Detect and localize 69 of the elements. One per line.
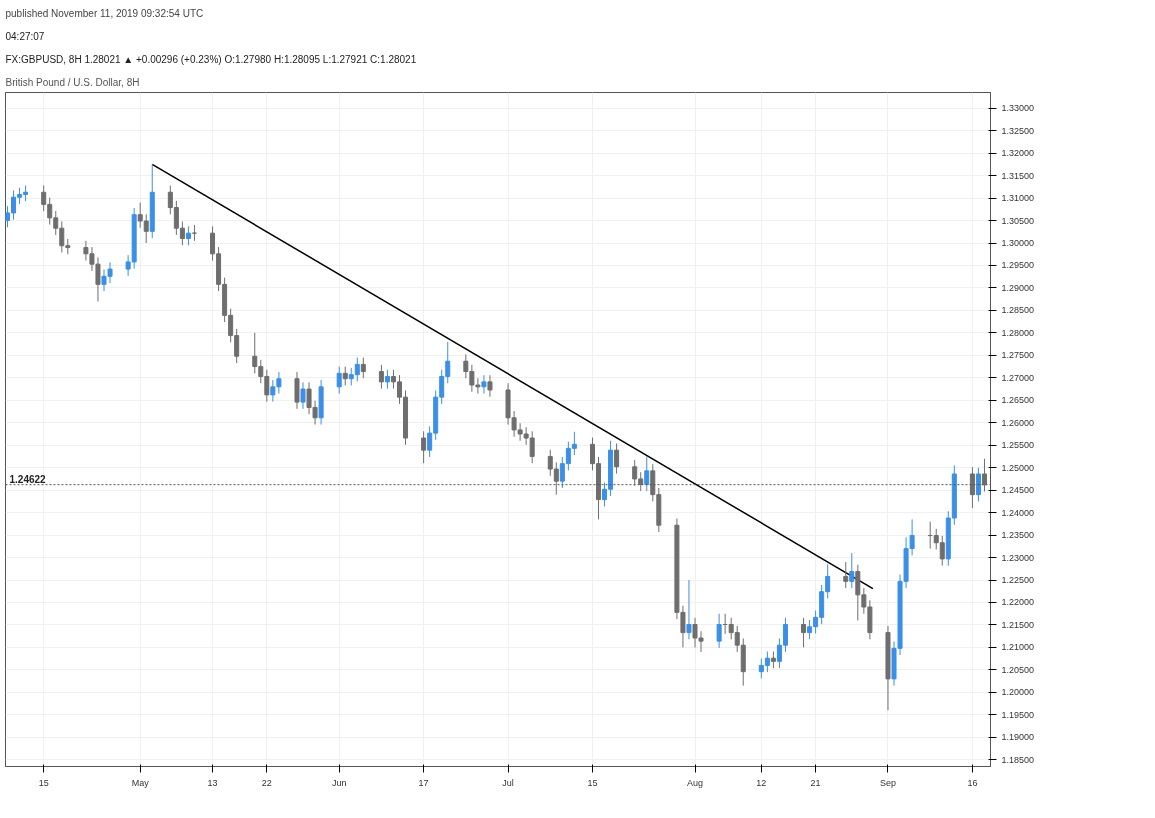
candlestick	[716, 613, 722, 649]
candlestick	[421, 430, 427, 464]
x-tick-label: Jul	[502, 777, 514, 788]
y-tick-label: 1.27500	[1001, 350, 1035, 361]
chart-title: British Pound / U.S. Dollar, 8H	[5, 76, 140, 88]
y-tick-label: 1.18500	[1001, 754, 1035, 765]
y-tick-label: 1.19500	[1001, 709, 1035, 720]
text: 04:27:07	[5, 30, 45, 42]
candlestick	[686, 579, 692, 640]
y-tick-label: 1.25000	[1001, 462, 1035, 473]
candlestick	[975, 467, 981, 502]
y-tick-label: 1.32500	[1001, 125, 1035, 136]
y-tick-label: 1.28500	[1001, 305, 1035, 316]
y-tick-label: 1.25500	[1001, 440, 1035, 451]
candlestick	[969, 466, 975, 509]
text: FX:GBPUSD, 8H 1.28021 ▲ +0.00296 (+0.23%) O:1.27980 H:1.28095 L:1.27921 C:1.28021	[5, 53, 417, 65]
y-tick-label: 1.23000	[1001, 552, 1035, 563]
y-tick-label: 1.30500	[1001, 215, 1035, 226]
candlestick	[342, 366, 348, 386]
y-tick-label: 1.22500	[1001, 575, 1035, 586]
y-tick-label: 1.20000	[1001, 687, 1035, 698]
candlestick	[801, 617, 807, 648]
x-tick-label: 15	[587, 777, 598, 788]
candlestick	[843, 561, 849, 589]
candlestick	[294, 371, 300, 410]
x-tick-label: 16	[967, 777, 978, 788]
y-tick-label: 1.33000	[1001, 103, 1035, 114]
ref-line-label: 1.24622	[9, 473, 47, 485]
candlestick	[849, 552, 855, 589]
candlestick	[384, 369, 390, 390]
candlestick	[336, 366, 342, 395]
y-tick-label: 1.23500	[1001, 530, 1035, 541]
x-tick-label: 12	[756, 777, 767, 788]
x-tick-label: Sep	[879, 777, 896, 788]
candlestick	[644, 455, 650, 492]
y-tick-label: 1.22000	[1001, 597, 1035, 608]
candlestick	[614, 442, 620, 475]
y-tick-label: 1.26500	[1001, 395, 1035, 406]
y-tick-label: 1.31000	[1001, 193, 1035, 204]
candlestick	[378, 364, 384, 390]
chart-subtitle: published November 11, 2019 09:32:54 UTC	[5, 7, 204, 19]
candlestick	[300, 381, 306, 410]
x-tick-label: 21	[810, 777, 821, 788]
y-tick-label: 1.31500	[1001, 170, 1035, 181]
x-tick-label: 17	[418, 777, 429, 788]
y-tick-label: 1.27000	[1001, 372, 1035, 383]
y-tick-label: 1.20500	[1001, 664, 1035, 675]
y-tick-label: 1.21000	[1001, 642, 1035, 653]
y-tick-label: 1.19000	[1001, 732, 1035, 743]
y-tick-label: 1.26000	[1001, 417, 1035, 428]
y-tick-label: 1.29000	[1001, 282, 1035, 293]
candlestick	[487, 374, 493, 398]
x-tick-label: 13	[207, 777, 218, 788]
x-tick-label: May	[131, 777, 150, 788]
candlestick	[481, 374, 487, 395]
x-tick-label: Aug	[686, 777, 704, 788]
y-tick-label: 1.28000	[1001, 327, 1035, 338]
y-tick-label: 1.32000	[1001, 148, 1035, 159]
x-tick-label: 15	[38, 777, 49, 788]
candlestick	[981, 458, 987, 493]
candlestick	[185, 225, 191, 246]
y-tick-label: 1.21500	[1001, 619, 1035, 630]
y-tick-label: 1.24500	[1001, 485, 1035, 496]
candlestick	[360, 357, 366, 379]
y-tick-label: 1.30000	[1001, 238, 1035, 249]
y-tick-label: 1.29500	[1001, 260, 1035, 271]
y-tick-label: 1.24000	[1001, 507, 1035, 518]
x-tick-label: 22	[261, 777, 272, 788]
x-tick-label: Jun	[331, 777, 347, 788]
